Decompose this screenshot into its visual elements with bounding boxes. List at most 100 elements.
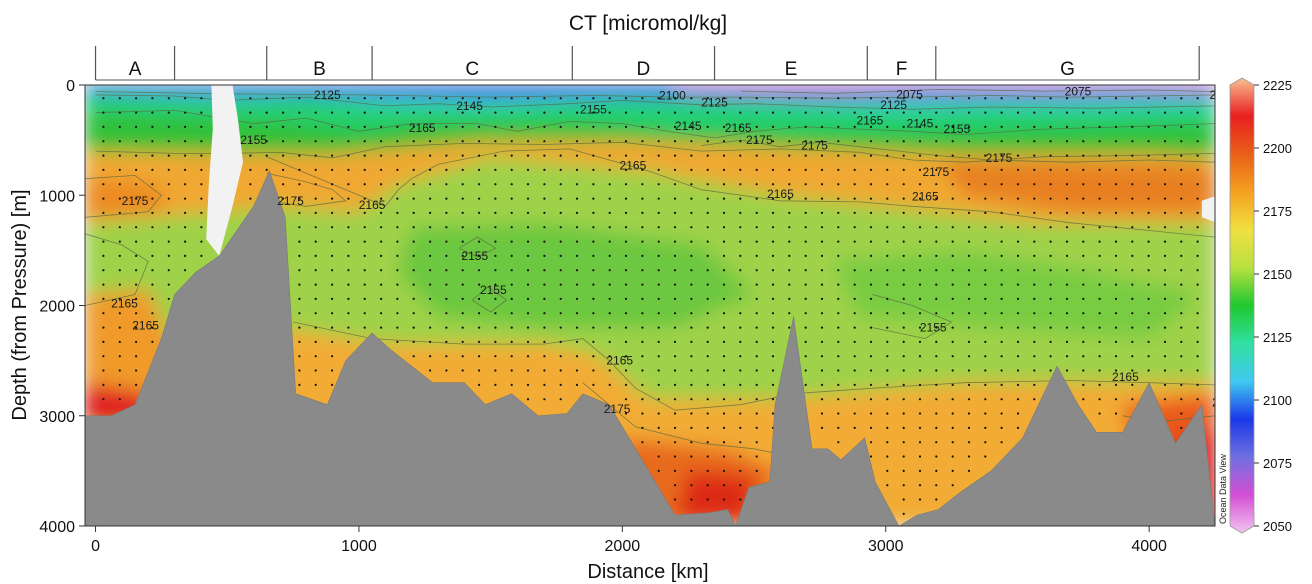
sample-point [380,312,383,315]
sample-point [1114,383,1118,386]
sample-point [902,383,905,386]
contour-label: 2175 [604,402,631,416]
sample-point [869,398,873,401]
sample-point [984,183,987,186]
sample-point [1163,340,1167,343]
sample-point [445,297,448,300]
sample-point [151,312,154,315]
sample-point [543,111,546,114]
sample-point [918,168,922,171]
sample-point [1049,168,1052,171]
sample-point [755,183,758,186]
sample-point [804,183,807,186]
sample-point [396,211,399,214]
sample-point [1163,183,1167,186]
sample-point [429,154,432,157]
sample-point [771,355,775,358]
sample-point [592,297,595,300]
sample-point [396,283,399,286]
sample-point [739,269,742,272]
sample-point [886,226,889,229]
sample-point [886,340,889,343]
sample-point [1082,383,1085,386]
sample-point [314,312,317,315]
sample-point [935,326,938,329]
sample-point [641,125,644,128]
sample-point [804,383,807,386]
sample-point [820,398,824,401]
sample-point [151,211,154,214]
contour-line [740,88,1215,94]
contour-label: 2165 [912,189,939,203]
sample-point [1033,154,1036,157]
sample-point [1033,398,1036,401]
sample-point [624,369,628,372]
sample-point [869,211,873,214]
sample-point [869,168,873,171]
sample-point [935,97,938,100]
sample-point [706,168,709,171]
sample-point [102,369,105,372]
sample-point [820,125,824,128]
sample-point [526,183,530,186]
sample-point [820,183,824,186]
sample-point [1000,269,1003,272]
sample-point [1000,168,1003,171]
sample-point [967,183,971,186]
sample-point [298,240,301,243]
sample-point [984,369,987,372]
sample-point [380,269,383,272]
sample-point [1131,326,1134,329]
sample-point [1180,154,1183,157]
sample-point [1049,297,1052,300]
sample-point [1131,168,1134,171]
sample-point [559,125,562,128]
sample-point [314,183,317,186]
sample-point [984,97,987,100]
sample-point [804,283,807,286]
sample-point [429,168,432,171]
sample-point [412,111,415,114]
sample-point [902,211,905,214]
sample-point [151,297,154,300]
sample-point [853,140,856,143]
sample-point [869,312,873,315]
sample-point [478,240,481,243]
sample-point [1196,125,1199,128]
contour-line [85,174,162,218]
colorbar-tick-label: 2150 [1263,267,1292,282]
sample-point [298,383,301,386]
sample-point [641,326,644,329]
sample-point [1016,211,1020,214]
sample-point [673,326,677,329]
sample-point [1065,326,1069,329]
sample-point [461,140,464,143]
sample-point [771,140,775,143]
sample-point [984,383,987,386]
sample-point [739,168,742,171]
sample-point [1082,197,1085,200]
sample-point [1082,283,1085,286]
sample-point [935,484,938,487]
sample-point [1196,254,1199,257]
sample-point [837,369,840,372]
sample-point [494,283,497,286]
sample-point [755,226,758,229]
sample-point [347,312,350,315]
sample-point [755,312,758,315]
sample-point [608,283,611,286]
sample-point [804,168,807,171]
sample-point [200,125,203,128]
sample-point [298,312,301,315]
sample-point [706,340,709,343]
sample-point [1049,340,1052,343]
sample-point [1114,269,1118,272]
sample-point [347,140,350,143]
sample-point [722,455,726,458]
sample-point [951,97,954,100]
sample-point [510,254,513,257]
sample-point [363,111,366,114]
sample-point [739,469,742,472]
sample-point [771,111,775,114]
